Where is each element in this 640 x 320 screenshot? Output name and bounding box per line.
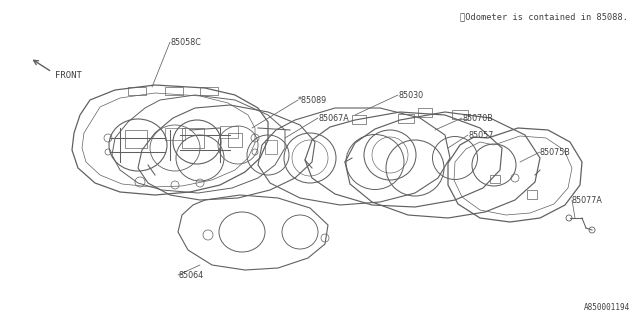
Text: A850001194: A850001194 — [584, 303, 630, 312]
Text: 85058C: 85058C — [170, 37, 201, 46]
Text: 85064: 85064 — [178, 270, 203, 279]
Bar — [398, 114, 414, 123]
Text: ※Odometer is contained in 85088.: ※Odometer is contained in 85088. — [460, 12, 628, 21]
Text: FRONT: FRONT — [55, 70, 82, 79]
Bar — [452, 110, 468, 119]
Bar — [228, 133, 242, 147]
Bar — [200, 87, 218, 95]
Bar — [352, 115, 366, 124]
Bar — [125, 130, 147, 148]
Bar — [418, 108, 432, 117]
Bar — [527, 190, 537, 199]
Bar — [220, 126, 238, 138]
Bar — [265, 140, 277, 154]
Text: 85030: 85030 — [398, 91, 423, 100]
Bar — [128, 87, 146, 95]
Text: 85070B: 85070B — [462, 114, 493, 123]
Text: 85067A: 85067A — [318, 114, 349, 123]
Text: 85075B: 85075B — [540, 148, 571, 156]
Bar — [165, 87, 183, 95]
Text: 85057: 85057 — [468, 131, 493, 140]
Text: *85089: *85089 — [298, 95, 327, 105]
Bar — [165, 128, 185, 140]
Bar — [490, 175, 500, 183]
Text: 85077A: 85077A — [572, 196, 603, 204]
Bar — [182, 128, 204, 148]
